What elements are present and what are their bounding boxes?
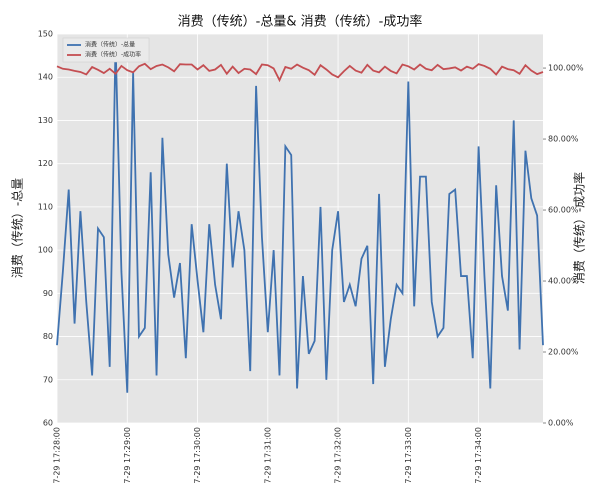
series-line <box>56 62 544 83</box>
legend-box <box>62 37 150 63</box>
y-tick-label: 150 <box>38 30 53 39</box>
series-line <box>56 42 544 393</box>
y-tick-label: 100 <box>38 246 53 255</box>
y-tick-label: 140 <box>38 73 53 82</box>
x-tick-label: 16-07-29 17:30:00 <box>193 427 202 484</box>
plot-area <box>57 34 543 423</box>
y-tick-label: 130 <box>38 116 53 125</box>
y2-tick-label: 40.00% <box>548 277 579 286</box>
x-tick-label: 16-07-29 17:32:00 <box>334 427 343 484</box>
y-tick-label: 90 <box>43 289 53 298</box>
x-tick-label: 16-07-29 17:29:00 <box>123 427 132 484</box>
y2-tick-label: 100.00% <box>548 64 584 73</box>
y2-tick-label: 80.00% <box>548 135 579 144</box>
chart-title: 消费（传统）-总量& 消费（传统）-成功率 <box>178 14 423 30</box>
legend-label: 消费（传统）-成功率 <box>85 51 141 59</box>
y-tick-label: 120 <box>38 159 53 168</box>
y-tick-label: 60 <box>43 419 53 428</box>
y2-tick-label: 0.00% <box>548 419 574 428</box>
y-tick-label: 110 <box>38 202 53 211</box>
y2-tick-label: 20.00% <box>548 348 579 357</box>
x-tick-label: 16-07-29 17:31:00 <box>263 427 272 484</box>
y-tick-label: 80 <box>43 332 53 341</box>
x-tick-label: 16-07-29 17:28:00 <box>53 427 62 484</box>
y2-tick-label: 60.00% <box>548 206 579 215</box>
x-tick-label: 16-07-29 17:33:00 <box>404 427 413 484</box>
y-tick-label: 70 <box>43 375 53 384</box>
x-tick-label: 16-07-29 17:34:00 <box>474 427 483 484</box>
y-axis-label: 消费（传统）-总量 <box>10 178 25 278</box>
y2-axis-label: 消费（传统）-成功率 <box>572 172 587 284</box>
legend-label: 消费（传统）-总量 <box>85 41 135 49</box>
